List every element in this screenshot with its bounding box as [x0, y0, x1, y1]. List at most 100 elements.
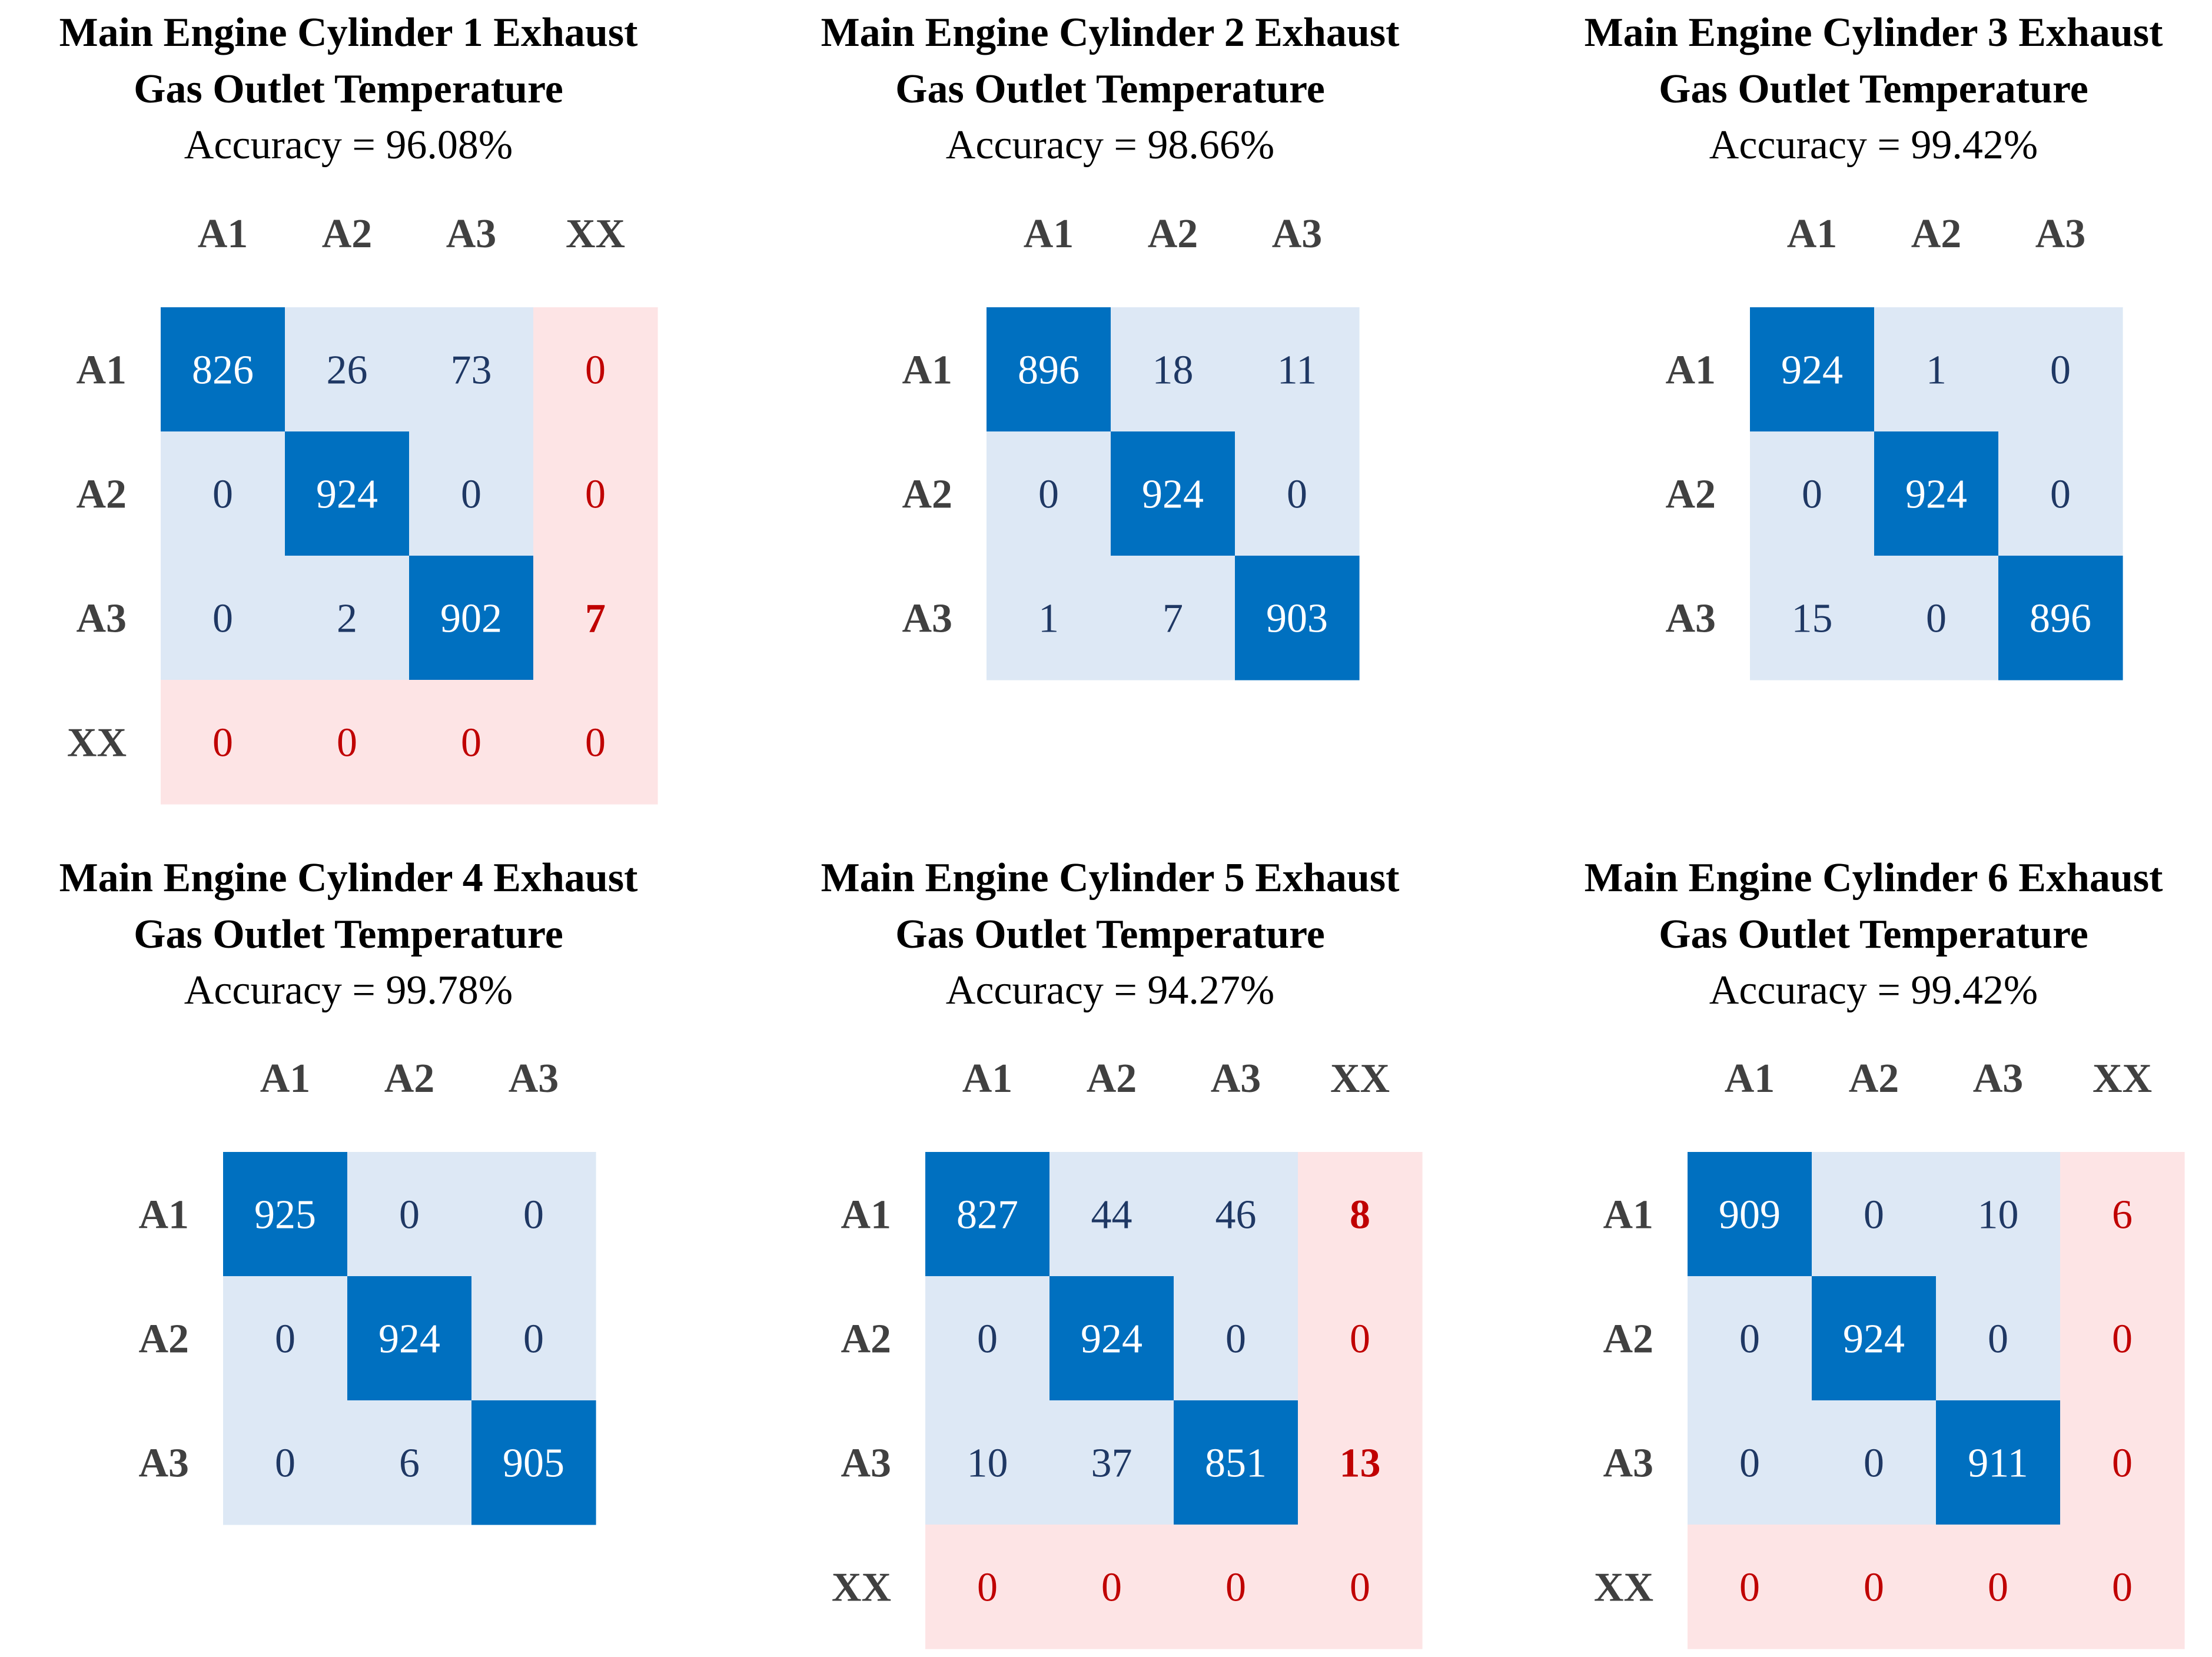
- matrix-cell: [1688, 1152, 1812, 1277]
- cell-value: 1: [1038, 596, 1059, 642]
- matrix-cell: [285, 431, 410, 556]
- matrix-cell: [1298, 1525, 1423, 1649]
- column-label-a2: A2: [1849, 1056, 1899, 1101]
- cell-value: 7: [585, 596, 606, 642]
- chart-title-line1: Main Engine Cylinder 5 Exhaust: [821, 855, 1400, 901]
- cell-value: 0: [275, 1441, 295, 1486]
- matrix-cell: [533, 556, 658, 680]
- row-label-a3: A3: [1665, 596, 1716, 642]
- cell-value: 909: [1719, 1193, 1781, 1238]
- row-label-a2: A2: [1665, 472, 1716, 517]
- cell-value: 44: [1091, 1193, 1132, 1238]
- cell-value: 0: [585, 720, 606, 766]
- matrix-cell: [1174, 1152, 1298, 1277]
- matrix-cell: [285, 556, 410, 680]
- accuracy-label: Accuracy = 99.42%: [1709, 122, 2038, 168]
- matrix-cell: [1936, 1152, 2061, 1277]
- cell-value: 10: [1978, 1193, 2019, 1238]
- cell-value: 6: [399, 1441, 420, 1486]
- cell-value: 0: [1287, 472, 1307, 517]
- cell-value: 0: [1926, 596, 1947, 642]
- cell-value: 0: [523, 1193, 544, 1238]
- column-label-a1: A1: [1024, 211, 1074, 257]
- matrix-cell: [533, 307, 658, 432]
- matrix-cell: [1235, 431, 1360, 556]
- matrix-cell: [2060, 1276, 2185, 1401]
- cell-value: 0: [585, 348, 606, 393]
- cell-value: 26: [327, 348, 368, 393]
- chart-title-line2: Gas Outlet Temperature: [134, 67, 563, 112]
- matrix-cell: [2060, 1152, 2185, 1277]
- column-label-a3: A3: [2035, 211, 2086, 257]
- column-label-a1: A1: [1787, 211, 1838, 257]
- cell-value: 0: [2050, 348, 2071, 393]
- cell-value: 924: [378, 1317, 440, 1362]
- cell-value: 0: [1101, 1565, 1122, 1610]
- cell-value: 0: [1225, 1317, 1246, 1362]
- cell-value: 11: [1277, 348, 1317, 393]
- cell-value: 1: [1926, 348, 1947, 393]
- chart-title-line2: Gas Outlet Temperature: [134, 912, 563, 957]
- matrix-cell: [1049, 1276, 1174, 1401]
- cell-value: 46: [1215, 1193, 1257, 1238]
- matrix-cell: [1688, 1276, 1812, 1401]
- matrix-cell: [471, 1276, 596, 1401]
- column-label-a1: A1: [962, 1056, 1013, 1101]
- row-label-a2: A2: [76, 472, 127, 517]
- matrix-cell: [161, 680, 285, 805]
- accuracy-label: Accuracy = 99.42%: [1709, 968, 2038, 1013]
- column-label-a3: A3: [1211, 1056, 1261, 1101]
- confusion-matrix-panel-5: Main Engine Cylinder 5 Exhaust Gas Outlet…: [821, 855, 1423, 1649]
- cell-value: 924: [1142, 472, 1204, 517]
- matrix-cell: [409, 680, 534, 805]
- cell-value: 0: [1864, 1565, 1884, 1610]
- matrix-cell: [1998, 431, 2123, 556]
- matrix-cell: [1111, 556, 1235, 680]
- cell-value: 925: [254, 1193, 316, 1238]
- cell-value: 0: [212, 720, 233, 766]
- cell-value: 0: [1988, 1565, 2008, 1610]
- cell-value: 0: [275, 1317, 295, 1362]
- row-label-xx: XX: [832, 1565, 891, 1610]
- matrix-cell: [1688, 1400, 1812, 1525]
- column-label-xx: XX: [2093, 1056, 2152, 1101]
- column-label-a3: A3: [446, 211, 497, 257]
- matrix-cell: [1936, 1400, 2061, 1525]
- row-label-a2: A2: [1603, 1317, 1653, 1362]
- confusion-matrix-panel-3: Main Engine Cylinder 3 Exhaust Gas Outlet…: [1585, 10, 2163, 680]
- chart-title-line1: Main Engine Cylinder 4 Exhaust: [59, 855, 638, 901]
- cell-value: 0: [337, 720, 357, 766]
- cell-value: 827: [956, 1193, 1018, 1238]
- matrix-cell: [285, 680, 410, 805]
- matrix-cell: [1235, 556, 1360, 680]
- cell-value: 0: [585, 472, 606, 517]
- matrix-cell: [1812, 1276, 1937, 1401]
- matrix-cell: [1812, 1400, 1937, 1525]
- matrix-cell: [1049, 1525, 1174, 1649]
- cell-value: 13: [1340, 1441, 1381, 1486]
- row-label-a1: A1: [1603, 1193, 1653, 1238]
- cell-value: 18: [1153, 348, 1194, 393]
- matrix-cell: [987, 307, 1111, 432]
- matrix-cell: [409, 307, 534, 432]
- chart-title-line1: Main Engine Cylinder 6 Exhaust: [1585, 855, 2163, 901]
- cell-value: 0: [212, 472, 233, 517]
- cell-value: 905: [503, 1441, 564, 1486]
- matrix-cell: [347, 1400, 472, 1525]
- confusion-matrix-panel-6: Main Engine Cylinder 6 Exhaust Gas Outlet…: [1585, 855, 2185, 1649]
- matrix-cell: [925, 1152, 1050, 1277]
- cell-value: 924: [1781, 348, 1843, 393]
- cell-value: 924: [1843, 1317, 1905, 1362]
- cell-value: 7: [1163, 596, 1183, 642]
- cell-value: 851: [1205, 1441, 1267, 1486]
- matrix-cell: [1174, 1400, 1298, 1525]
- cell-value: 0: [2112, 1565, 2133, 1610]
- accuracy-label: Accuracy = 94.27%: [946, 968, 1274, 1013]
- column-label-xx: XX: [566, 211, 625, 257]
- matrix-cell: [1812, 1152, 1937, 1277]
- cell-value: 0: [461, 472, 481, 517]
- matrix-cell: [1998, 556, 2123, 680]
- chart-title-line2: Gas Outlet Temperature: [895, 912, 1325, 957]
- row-label-a3: A3: [1603, 1441, 1653, 1486]
- column-label-a3: A3: [1272, 211, 1323, 257]
